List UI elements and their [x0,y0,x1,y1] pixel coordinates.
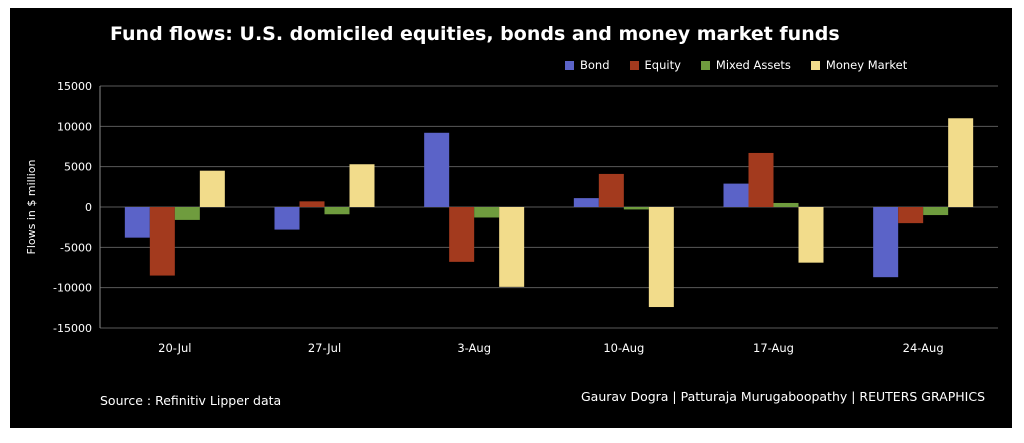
y-tick-label: 10000 [57,120,92,133]
bar-money-market [499,207,525,287]
legend-item-bond: Bond [565,58,610,72]
legend-label-bond: Bond [580,58,610,72]
legend-swatch-equity [629,60,639,70]
credit-note: Gaurav Dogra | Patturaja Murugaboopathy … [581,389,985,404]
bar-mixed-assets [474,207,500,218]
bar-equity [449,207,475,262]
y-axis-title: Flows in $ million [25,159,38,254]
chart-legend: Bond Equity Mixed Assets Money Market [565,58,927,72]
bar-money-market [798,207,824,263]
bar-mixed-assets [623,207,649,210]
x-tick-label: 10-Aug [603,341,644,355]
x-tick-label: 17-Aug [753,341,794,355]
bar-bond [124,207,150,238]
y-tick-label: -5000 [60,241,92,254]
bar-money-market [199,170,225,207]
legend-swatch-mixed-assets [700,60,710,70]
y-tick-label: 5000 [64,161,92,174]
bar-equity [898,207,924,224]
bar-equity [149,207,175,276]
x-tick-label: 24-Aug [903,341,944,355]
legend-swatch-money-market [810,60,820,70]
y-tick-label: 15000 [57,80,92,93]
y-tick-label: -10000 [53,282,92,295]
bar-bond [424,132,450,207]
legend-item-mixed-assets: Mixed Assets [700,58,791,72]
bar-bond [873,207,899,278]
bar-mixed-assets [923,207,949,216]
x-tick-label: 3-Aug [457,341,491,355]
bar-money-market [948,118,974,207]
bar-mixed-assets [773,202,799,207]
bar-mixed-assets [174,207,200,220]
chart-frame: Fund flows: U.S. domiciled equities, bon… [10,8,1012,428]
y-tick-label: -15000 [53,322,92,335]
source-note: Source : Refinitiv Lipper data [100,393,282,408]
legend-label-equity: Equity [644,58,681,72]
chart-title: Fund flows: U.S. domiciled equities, bon… [110,23,840,45]
bar-bond [573,198,599,207]
legend-item-equity: Equity [629,58,681,72]
legend-swatch-bond [565,60,574,70]
y-tick-label: 0 [85,201,92,214]
x-tick-label: 20-Jul [158,341,191,355]
bar-equity [299,201,325,207]
bar-money-market [349,164,375,207]
bar-money-market [648,207,674,308]
bar-mixed-assets [324,207,350,215]
bar-chart-plot: 15000 10000 5000 0 -5000 -10000 -15000 Flows in… [25,80,998,355]
legend-label-mixed-assets: Mixed Assets [715,58,791,72]
legend-label-money-market: Money Market [825,58,908,72]
bar-equity [748,152,774,207]
legend-item-money-market: Money Market [810,58,908,72]
bar-bond [723,183,749,207]
x-tick-label: 27-Jul [308,341,341,355]
bar-equity [598,173,624,207]
bar-bond [274,207,300,230]
